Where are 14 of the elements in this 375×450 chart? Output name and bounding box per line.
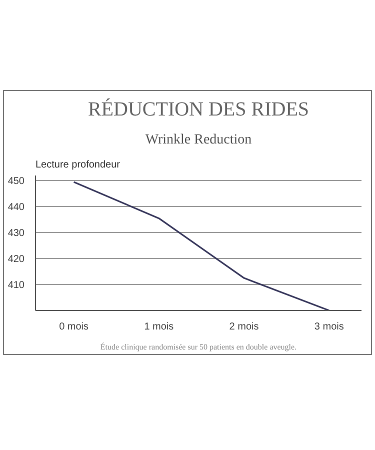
chart-subtitle: Wrinkle Reduction xyxy=(145,132,252,148)
x-tick-label: 3 mois xyxy=(314,322,344,332)
y-axis-title: Lecture profondeur xyxy=(36,160,121,170)
x-tick-label: 0 mois xyxy=(59,322,89,332)
x-tick-label: 1 mois xyxy=(144,322,174,332)
y-tick-label: 450 xyxy=(8,176,25,188)
x-tick-label: 2 mois xyxy=(229,322,259,332)
y-tick-label: 410 xyxy=(8,280,25,292)
y-tick-label: 420 xyxy=(8,254,25,266)
y-tick-label: 440 xyxy=(8,202,25,214)
chart-title: RÉDUCTION DES RIDES xyxy=(88,98,310,120)
y-tick-label: 430 xyxy=(8,228,25,240)
line-series xyxy=(73,181,330,310)
text: Étude clinique randomisée sur 50 patients en double aveugle. xyxy=(100,342,297,352)
